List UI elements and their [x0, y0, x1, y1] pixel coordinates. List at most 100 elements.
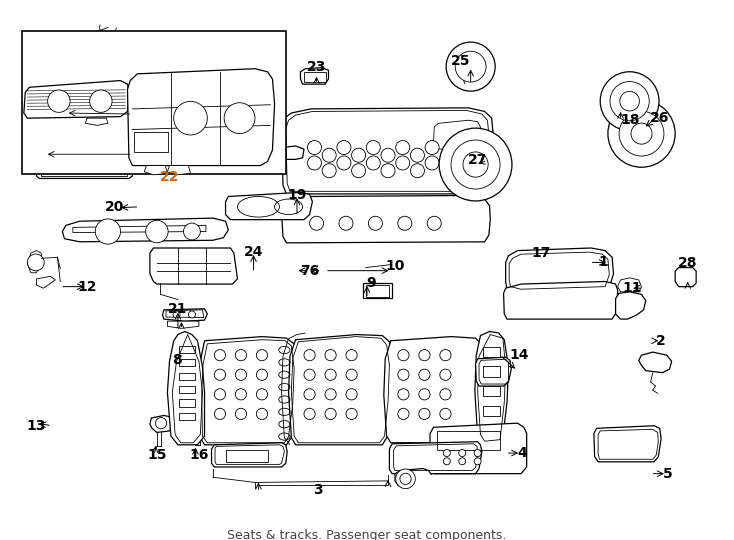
- Polygon shape: [37, 52, 132, 178]
- Circle shape: [48, 90, 70, 112]
- Circle shape: [419, 369, 430, 380]
- Circle shape: [427, 216, 441, 230]
- Circle shape: [446, 42, 495, 91]
- Text: 5: 5: [664, 467, 673, 481]
- Bar: [483, 367, 500, 377]
- Circle shape: [631, 123, 652, 144]
- Bar: [134, 132, 168, 152]
- Polygon shape: [199, 336, 297, 445]
- Bar: [225, 450, 268, 462]
- Circle shape: [256, 389, 268, 400]
- Text: 2: 2: [656, 334, 666, 348]
- Circle shape: [419, 349, 430, 361]
- Circle shape: [322, 148, 336, 162]
- Circle shape: [325, 349, 336, 361]
- Text: 23: 23: [307, 59, 327, 73]
- Circle shape: [396, 140, 410, 154]
- Text: 76: 76: [300, 264, 319, 278]
- Polygon shape: [145, 166, 167, 175]
- Circle shape: [398, 408, 409, 420]
- Circle shape: [214, 369, 225, 380]
- Circle shape: [189, 311, 195, 318]
- Circle shape: [325, 389, 336, 400]
- Polygon shape: [225, 192, 313, 220]
- Circle shape: [398, 349, 409, 361]
- Circle shape: [410, 148, 424, 162]
- Bar: [304, 72, 327, 82]
- Circle shape: [90, 90, 112, 112]
- Circle shape: [352, 164, 366, 178]
- Text: 8: 8: [172, 353, 181, 367]
- Circle shape: [400, 473, 411, 484]
- Circle shape: [27, 254, 44, 271]
- Circle shape: [346, 408, 357, 420]
- Circle shape: [608, 100, 675, 167]
- Circle shape: [425, 140, 439, 154]
- Text: 25: 25: [451, 55, 470, 69]
- Polygon shape: [167, 321, 199, 328]
- Bar: [366, 285, 390, 297]
- Circle shape: [184, 223, 200, 240]
- Text: 16: 16: [189, 448, 208, 462]
- Circle shape: [236, 349, 247, 361]
- Bar: [179, 359, 195, 367]
- Circle shape: [146, 220, 168, 242]
- Circle shape: [346, 349, 357, 361]
- Text: 12: 12: [77, 280, 97, 294]
- Polygon shape: [37, 276, 55, 288]
- Text: 22: 22: [160, 170, 179, 184]
- Circle shape: [619, 91, 639, 111]
- Bar: [179, 346, 195, 353]
- Circle shape: [214, 389, 225, 400]
- Bar: [437, 431, 500, 450]
- Polygon shape: [150, 248, 237, 284]
- Circle shape: [398, 369, 409, 380]
- Circle shape: [346, 389, 357, 400]
- Text: 27: 27: [468, 153, 487, 167]
- Circle shape: [325, 369, 336, 380]
- Text: 13: 13: [26, 418, 46, 433]
- Circle shape: [443, 458, 451, 465]
- Circle shape: [451, 140, 500, 189]
- Polygon shape: [434, 120, 481, 149]
- Circle shape: [214, 408, 225, 420]
- Circle shape: [455, 51, 486, 82]
- Text: 18: 18: [620, 113, 640, 127]
- Polygon shape: [211, 443, 287, 467]
- Text: 26: 26: [650, 111, 669, 125]
- Circle shape: [310, 216, 324, 230]
- Circle shape: [419, 408, 430, 420]
- Polygon shape: [675, 268, 696, 287]
- Bar: [23, 31, 286, 174]
- Circle shape: [304, 389, 315, 400]
- Circle shape: [256, 369, 268, 380]
- Circle shape: [304, 349, 315, 361]
- Polygon shape: [282, 108, 493, 194]
- Circle shape: [173, 311, 180, 318]
- Text: 21: 21: [168, 302, 188, 316]
- Circle shape: [398, 216, 412, 230]
- Bar: [363, 283, 391, 299]
- Circle shape: [304, 369, 315, 380]
- Polygon shape: [167, 166, 191, 175]
- Circle shape: [443, 450, 451, 456]
- Text: 3: 3: [313, 483, 323, 497]
- Circle shape: [236, 369, 247, 380]
- Polygon shape: [62, 218, 228, 242]
- Circle shape: [366, 156, 380, 170]
- Polygon shape: [475, 332, 509, 443]
- Polygon shape: [167, 332, 205, 445]
- Circle shape: [474, 450, 482, 456]
- Text: 14: 14: [510, 348, 529, 362]
- Circle shape: [610, 82, 650, 121]
- Polygon shape: [384, 336, 484, 443]
- Polygon shape: [23, 80, 129, 118]
- Polygon shape: [282, 195, 490, 243]
- Bar: [179, 400, 195, 407]
- Polygon shape: [300, 68, 329, 84]
- Circle shape: [322, 164, 336, 178]
- Polygon shape: [476, 357, 512, 386]
- Bar: [483, 386, 500, 396]
- Circle shape: [459, 450, 466, 456]
- Circle shape: [396, 469, 415, 489]
